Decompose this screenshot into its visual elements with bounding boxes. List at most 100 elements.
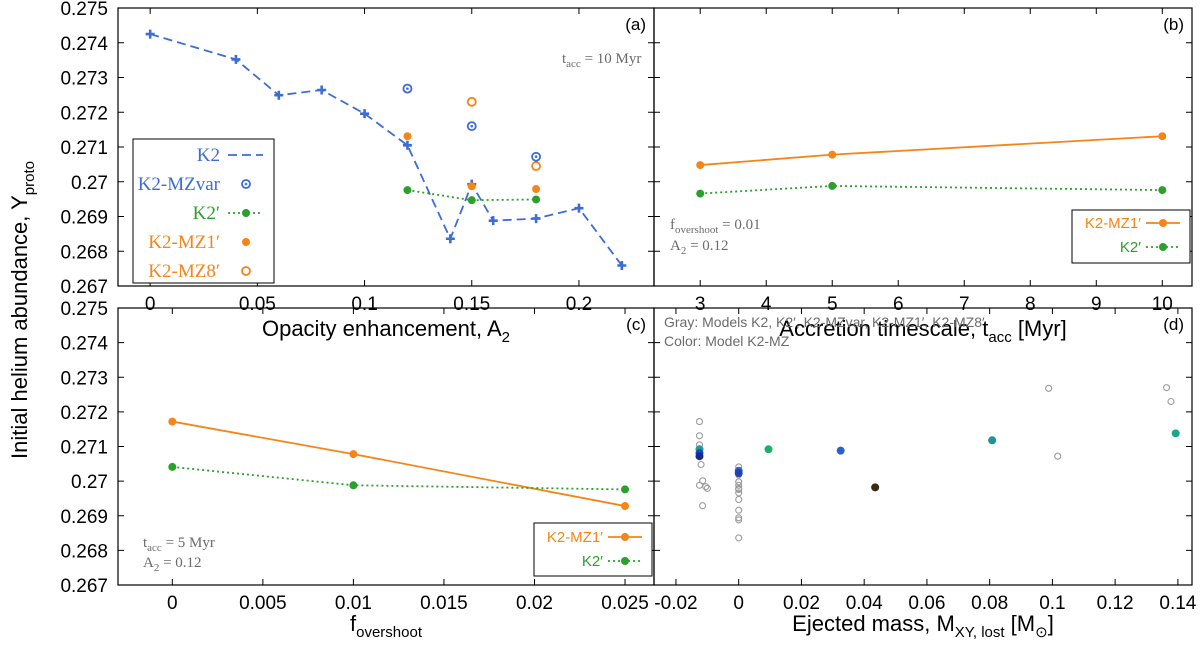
gray-point bbox=[1163, 384, 1171, 392]
legend-a-label: K2′ bbox=[193, 203, 220, 224]
panel-label: (b) bbox=[1163, 15, 1184, 34]
series-K2p-point bbox=[168, 462, 177, 471]
x-tick-label: 0.1 bbox=[1039, 593, 1065, 614]
gray-point bbox=[735, 481, 743, 489]
series-K2-line bbox=[149, 33, 623, 267]
x-tick-label: 8 bbox=[1025, 294, 1036, 315]
x-tick-label: 0.08 bbox=[971, 593, 1008, 614]
panel-label: (a) bbox=[625, 15, 646, 34]
legend-a: K2 K2-MZvar K2′ K2-MZ1′ K2-MZ8′ bbox=[132, 138, 275, 284]
y-tick-label: 0.272 bbox=[60, 103, 108, 124]
gray-point bbox=[695, 432, 704, 440]
annotation-A2-part: A bbox=[670, 238, 681, 254]
y-tick-label: 0.27 bbox=[71, 173, 108, 194]
color-point bbox=[695, 452, 704, 461]
x-axis-label-b-part: Accretion timescale, t bbox=[779, 316, 988, 341]
gray-point bbox=[699, 502, 707, 510]
note-color-model: Color: Model K2-MZ bbox=[664, 333, 790, 349]
x-tick-label: 6 bbox=[893, 294, 904, 315]
y-tick-label: 0.273 bbox=[60, 368, 108, 389]
series-MZvar-point-dot bbox=[406, 87, 409, 90]
x-axis-label-d-part: ] bbox=[1048, 611, 1054, 636]
series-K2p-line bbox=[700, 185, 1163, 195]
y-tick-label: 0.275 bbox=[60, 299, 108, 320]
series-MZ8p-point bbox=[531, 161, 541, 172]
series-MZ1p-point bbox=[168, 417, 177, 426]
y-tick-label: 0.268 bbox=[60, 541, 108, 562]
x-axis-label-b-part: acc bbox=[988, 329, 1012, 346]
legend-a-label: K2 bbox=[197, 145, 220, 166]
series-K2-point bbox=[445, 234, 455, 244]
panel-d: -0.02 0 0.02 0.04 0.06 0.08 0.1 0.12 0.14 (d) Ejec… bbox=[653, 307, 1197, 641]
x-tick-label: 0.15 bbox=[453, 294, 490, 315]
x-tick-label: 0.2 bbox=[566, 294, 592, 315]
annotation-tacc-c-part: = 5 Myr bbox=[162, 535, 215, 551]
series-MZvar-point-dot bbox=[470, 124, 474, 128]
gray-point bbox=[1045, 384, 1053, 392]
x-axis-label-b-part: [Myr] bbox=[1012, 316, 1067, 341]
y-tick-label: 0.271 bbox=[60, 138, 108, 159]
color-point bbox=[871, 483, 880, 492]
x-axis-label-d-part: Ejected mass, M bbox=[792, 611, 955, 636]
gray-point bbox=[735, 506, 743, 514]
gray-point bbox=[1167, 397, 1175, 406]
x-tick-label: 0.04 bbox=[846, 593, 883, 614]
x-axis-label-a-part: 2 bbox=[502, 329, 510, 346]
legend-a-label: K2-MZ1′ bbox=[148, 232, 220, 253]
x-tick-label: 0.05 bbox=[239, 294, 276, 315]
series-K2-point bbox=[617, 260, 627, 270]
legend-a-marker-dot bbox=[244, 182, 248, 186]
y-tick-label: 0.271 bbox=[60, 438, 108, 459]
x-axis-label-d-part: [M bbox=[1005, 611, 1036, 636]
series-MZvar-point bbox=[531, 151, 541, 162]
y-tick-label: 0.274 bbox=[60, 34, 108, 55]
series-K2-point bbox=[360, 109, 370, 119]
gray-point bbox=[697, 460, 705, 469]
annotation-tacc-part: acc bbox=[566, 58, 581, 70]
x-axis-label-c-part: overshoot bbox=[356, 624, 423, 641]
y-axis-label-main: Initial helium abundance, Y bbox=[7, 195, 32, 459]
x-tick-label: 0.01 bbox=[335, 593, 372, 614]
gray-point bbox=[703, 484, 711, 492]
legend-b-box bbox=[1071, 209, 1191, 264]
annotation-tacc-c-part: acc bbox=[147, 542, 162, 554]
legend-c-marker bbox=[621, 533, 629, 541]
series-MZ1p-point bbox=[403, 132, 412, 141]
y-tick-label: 0.273 bbox=[60, 69, 108, 90]
color-point bbox=[1171, 429, 1180, 438]
annotation-tacc: tacc = 10 Myr bbox=[562, 51, 641, 70]
x-tick-label: 10 bbox=[1152, 294, 1173, 315]
x-axis-label-d: Ejected mass, MXY, lost [M⊙] bbox=[792, 611, 1054, 641]
panel-label: (c) bbox=[626, 315, 646, 334]
legend-a-marker bbox=[242, 238, 250, 246]
x-axis-label-b: Accretion timescale, tacc [Myr] bbox=[779, 316, 1066, 346]
legend-a-marker bbox=[241, 266, 251, 276]
series-K2-point bbox=[317, 85, 327, 95]
series-K2-point bbox=[574, 203, 584, 213]
series-MZ1p-point bbox=[532, 185, 541, 194]
x-axis-label-a-part: Opacity enhancement, A bbox=[262, 316, 502, 341]
series-K2p-point bbox=[467, 196, 476, 205]
annotation-tacc-c-part: t bbox=[143, 535, 148, 551]
series-K2-point bbox=[231, 54, 241, 64]
legend-b-label: K2-MZ1′ bbox=[1085, 215, 1141, 232]
x-tick-label: -0.02 bbox=[654, 593, 697, 614]
x-tick-label: 0.02 bbox=[783, 593, 820, 614]
x-axis-label-d-part: XY, lost bbox=[955, 624, 1006, 641]
y-axis-label: Initial helium abundance, Yproto bbox=[7, 161, 38, 459]
y-tick-label: 0.268 bbox=[60, 242, 108, 263]
color-point bbox=[836, 446, 845, 455]
gray-point bbox=[695, 418, 704, 426]
annotation-A2: A2 = 0.12 bbox=[670, 238, 729, 257]
series-K2p-point bbox=[403, 186, 412, 195]
series-MZ1p-point bbox=[828, 150, 837, 159]
legend-c-box bbox=[533, 522, 653, 577]
x-tick-label: 3 bbox=[695, 294, 706, 315]
series-K2-point bbox=[402, 140, 412, 150]
series-MZ1p-line bbox=[172, 420, 626, 507]
series-K2p-point bbox=[828, 181, 837, 190]
series-MZ1p-point bbox=[1158, 132, 1167, 141]
y-tick-label: 0.27 bbox=[71, 472, 108, 493]
gray-point bbox=[735, 478, 743, 486]
series-MZ1p-point bbox=[621, 502, 630, 511]
